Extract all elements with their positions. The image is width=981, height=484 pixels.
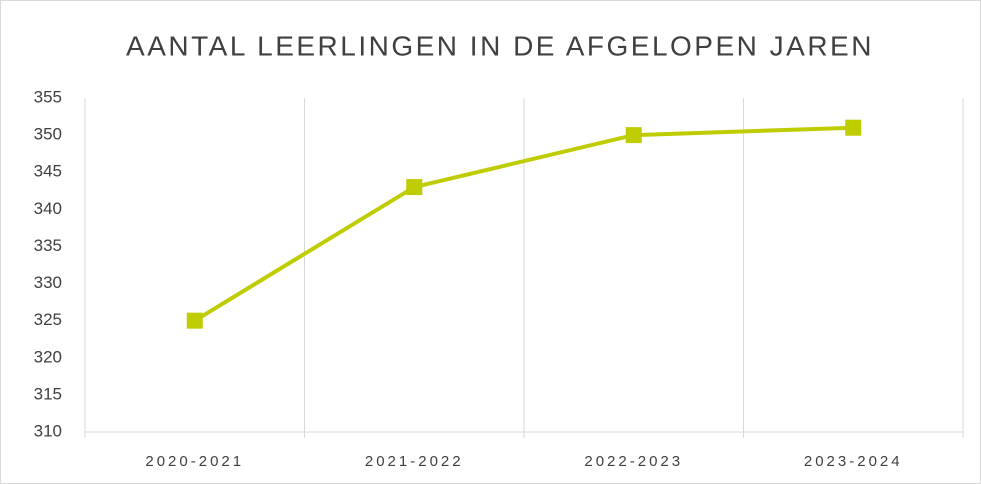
x-tick-label: 2021-2022 [365, 453, 464, 470]
data-point [186, 312, 203, 329]
data-point [406, 179, 423, 196]
y-tick-label: 340 [34, 199, 62, 218]
x-tick-label: 2020-2021 [145, 453, 244, 470]
data-point [625, 127, 642, 144]
y-tick-label: 325 [34, 310, 62, 329]
y-tick-label: 355 [34, 87, 62, 106]
y-tick-label: 350 [34, 125, 62, 144]
y-tick-label: 320 [34, 347, 62, 366]
y-tick-label: 330 [34, 273, 62, 292]
y-tick-label: 310 [34, 421, 62, 440]
x-tick-label: 2023-2024 [804, 453, 903, 470]
x-tick-label: 2022-2023 [584, 453, 683, 470]
data-point [845, 119, 862, 136]
y-tick-label: 315 [34, 384, 62, 403]
data-line [193, 125, 854, 323]
y-tick-label: 345 [34, 162, 62, 181]
y-tick-label: 335 [34, 236, 62, 255]
chart-title: AANTAL LEERLINGEN IN DE AFGELOPEN JAREN [126, 30, 874, 61]
